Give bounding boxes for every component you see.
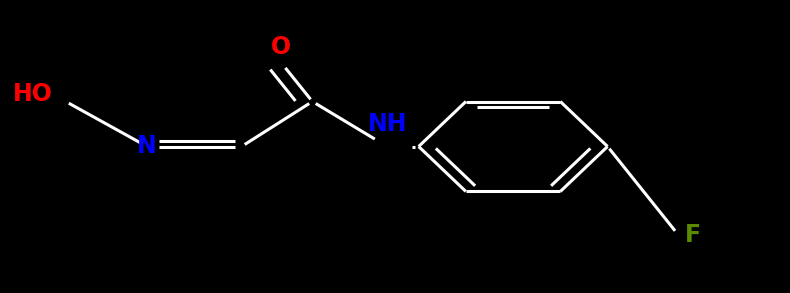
Text: N: N xyxy=(137,134,157,159)
Text: O: O xyxy=(271,35,291,59)
Text: NH: NH xyxy=(367,112,407,136)
Text: F: F xyxy=(685,223,701,247)
Text: HO: HO xyxy=(13,82,53,106)
